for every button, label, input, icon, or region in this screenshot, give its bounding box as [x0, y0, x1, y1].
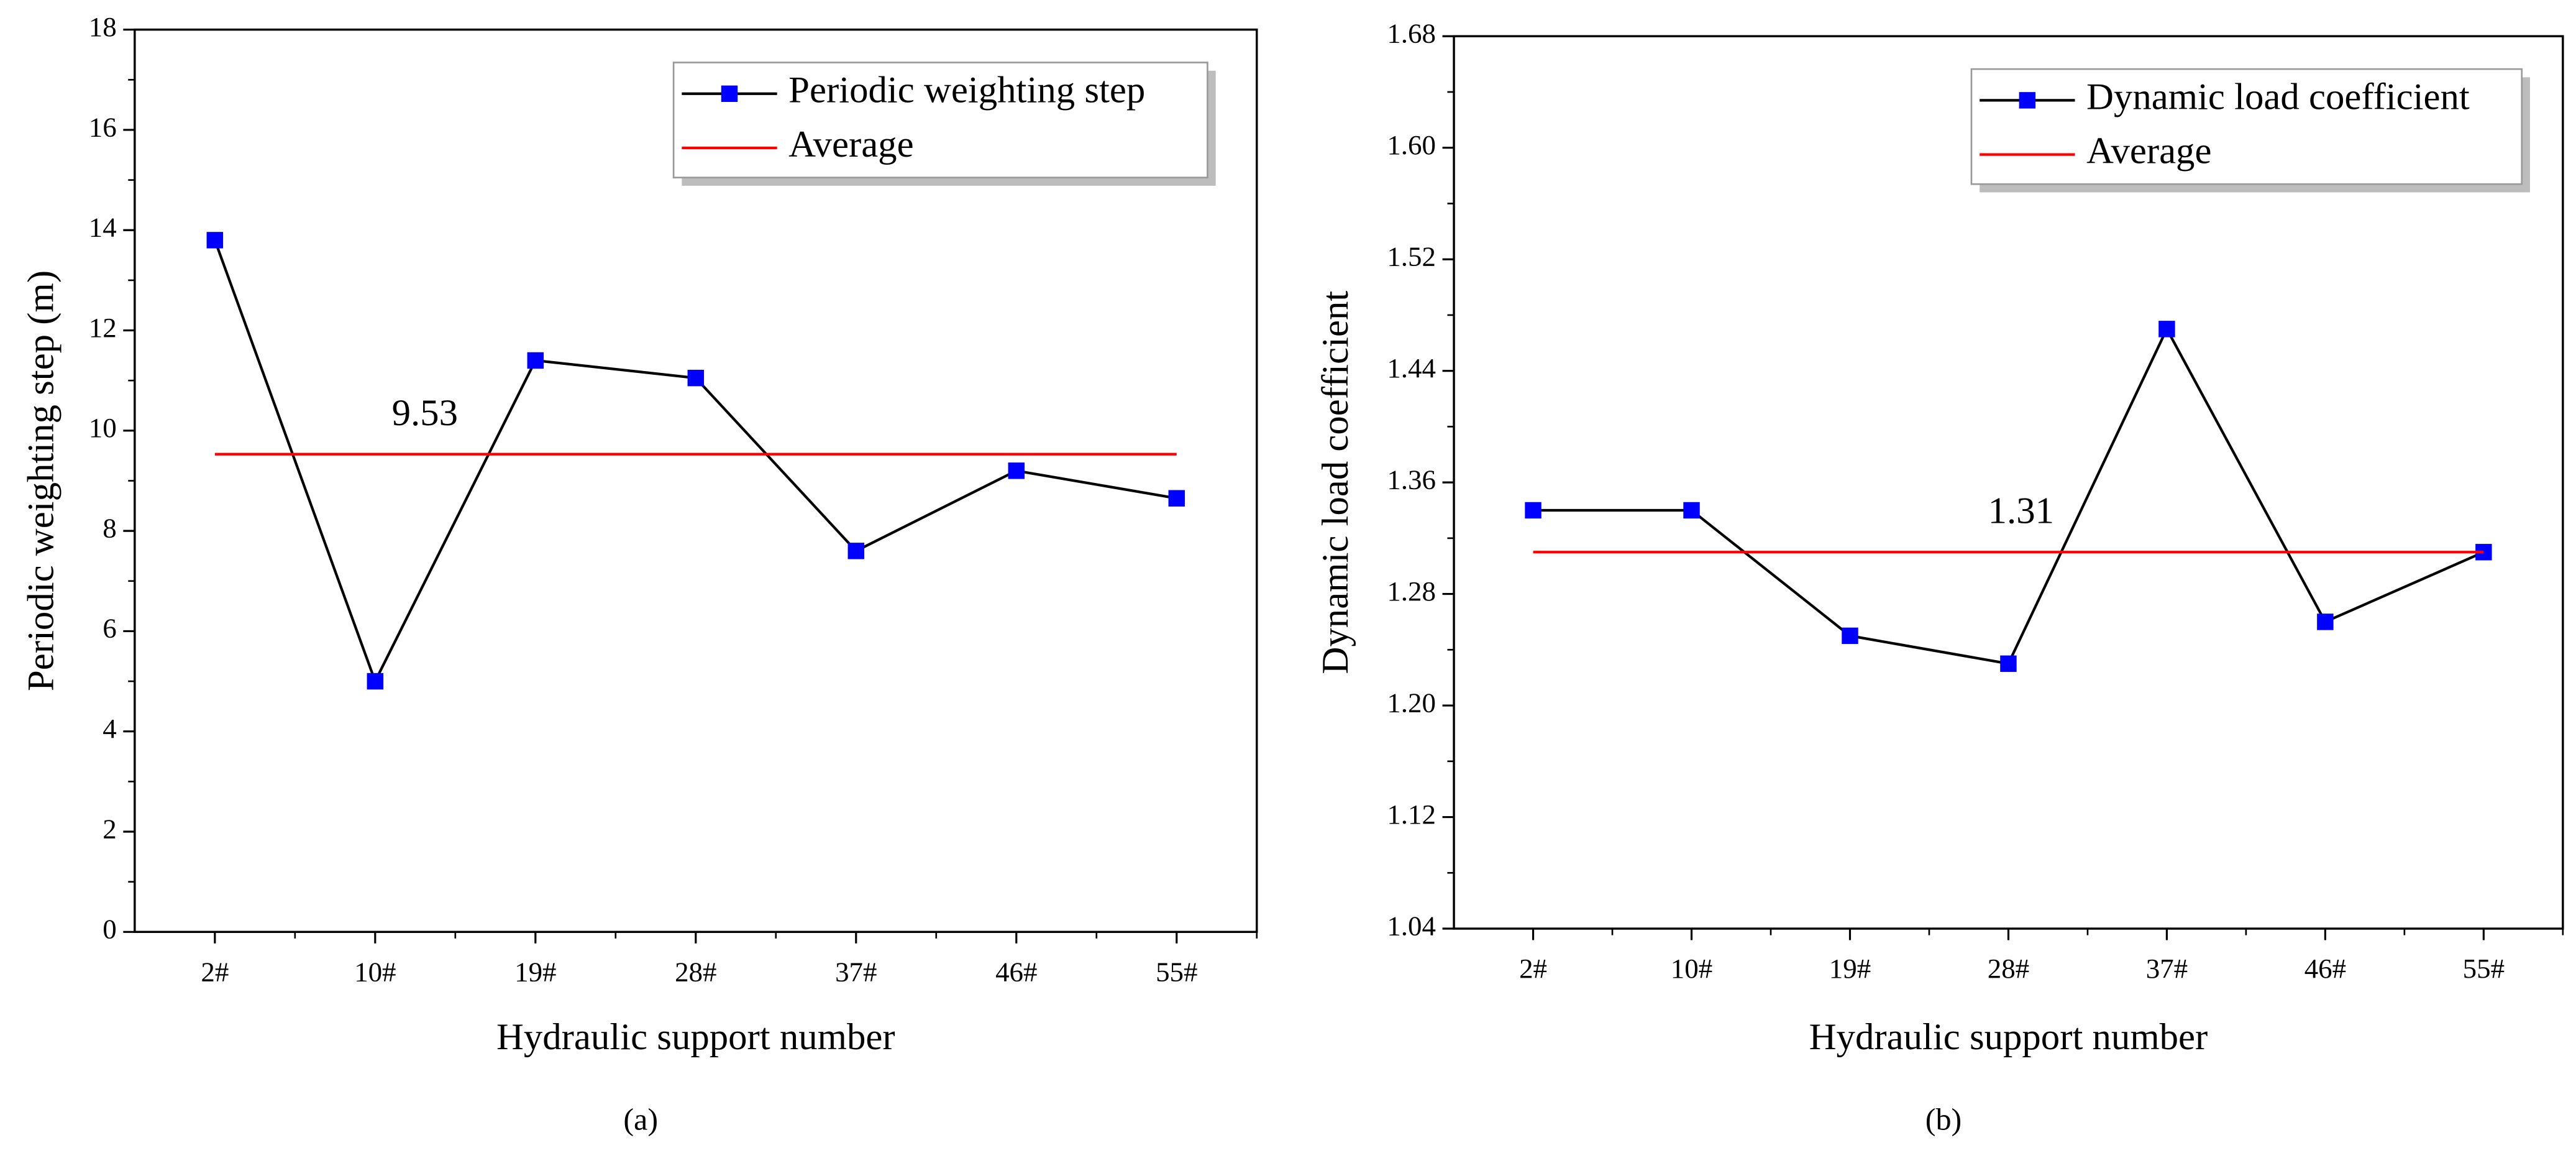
legend-label: Average	[2086, 131, 2211, 172]
x-tick-label: 37#	[2146, 953, 2188, 984]
y-tick-label: 1.60	[1387, 129, 1436, 160]
marker	[1525, 502, 1541, 519]
y-tick-label: 8	[103, 512, 116, 543]
y-tick-label: 1.52	[1387, 241, 1436, 272]
x-tick-label: 19#	[1829, 953, 1871, 984]
y-tick-label: 1.44	[1387, 352, 1436, 384]
y-tick-label: 14	[89, 212, 117, 243]
data-line	[213, 239, 1177, 685]
marker	[1683, 502, 1700, 519]
y-tick-label: 18	[89, 11, 117, 42]
x-tick-label: 28#	[1988, 953, 2029, 984]
marker	[367, 673, 384, 690]
marker	[1842, 627, 1858, 645]
marker	[527, 352, 544, 369]
y-tick-label: 1.20	[1387, 687, 1436, 718]
marker	[687, 369, 705, 387]
x-tick-label: 55#	[1156, 956, 1197, 987]
y-tick-label: 1.28	[1387, 576, 1436, 607]
x-tick-label: 37#	[835, 956, 877, 987]
legend	[672, 62, 1208, 178]
y-tick-label: 4	[103, 713, 116, 744]
y-tick-label: 10	[89, 412, 117, 443]
marker	[847, 543, 865, 559]
legend-marker	[721, 85, 738, 103]
y-axis-label: Dynamic load coefficient	[1315, 291, 1356, 674]
marker	[2158, 321, 2175, 338]
x-tick-label: 2#	[201, 956, 229, 987]
x-tick-label: 55#	[2463, 953, 2505, 984]
x-tick-label: 28#	[675, 956, 716, 987]
x-tick-label: 2#	[1519, 953, 1547, 984]
x-tick-label: 19#	[514, 956, 556, 987]
y-tick-label: 1.12	[1387, 799, 1436, 830]
marker	[2000, 655, 2017, 672]
x-tick-label: 46#	[995, 956, 1037, 987]
x-tick-label: 10#	[1671, 953, 1712, 984]
y-tick-label: 1.68	[1387, 18, 1436, 49]
caption: (a)	[623, 1102, 658, 1137]
y-tick-label: 6	[103, 613, 116, 644]
x-axis-label: Hydraulic support number	[496, 1016, 895, 1058]
y-tick-label: 16	[89, 111, 117, 142]
marker	[206, 232, 224, 249]
marker	[2317, 613, 2334, 630]
y-tick-label: 2	[103, 813, 116, 844]
legend-label: Dynamic load coefficient	[2086, 76, 2470, 117]
chart: 0 2 4 6 8 10 12 14 16 18 2# 10# 19# 28# 37# 46# 55# Hydra…	[20, 11, 1258, 1137]
y-tick-label: 0	[103, 914, 116, 945]
legend-marker	[2019, 92, 2036, 109]
y-axis-label: Periodic weighting step (m)	[20, 270, 62, 691]
y-tick-label: 1.04	[1387, 910, 1436, 941]
legend-label: Average	[788, 124, 913, 165]
x-axis-label: Hydraulic support number	[1809, 1016, 2208, 1058]
marker	[1008, 462, 1025, 479]
legend	[1970, 68, 2523, 185]
annotation: 1.31	[1988, 490, 2054, 531]
annotation: 9.53	[392, 392, 458, 434]
x-tick-label: 46#	[2304, 953, 2346, 984]
y-tick-label: 1.36	[1387, 464, 1436, 495]
y-tick-label: 12	[89, 312, 117, 343]
caption: (b)	[1925, 1102, 1962, 1137]
x-tick-label: 10#	[354, 956, 396, 987]
marker	[1168, 490, 1185, 507]
chart: 1.04 1.12 1.20 1.28 1.36 1.44 1.52 1.60 1.68 2# 10…	[1315, 18, 2564, 1137]
legend-label: Periodic weighting step	[788, 70, 1145, 111]
